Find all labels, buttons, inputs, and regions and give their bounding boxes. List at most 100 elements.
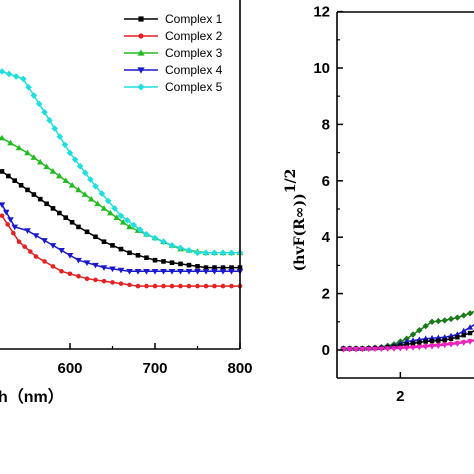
- left-series-5-point: [12, 73, 20, 80]
- left-series-3-point: [56, 172, 63, 179]
- left-series-2-point: [229, 283, 234, 289]
- legend-label: Complex 2: [165, 29, 223, 43]
- left-series-5-point: [177, 244, 184, 252]
- right-series-3-point: [448, 336, 454, 341]
- left-series-2-point: [195, 283, 200, 289]
- left-series-5-point: [136, 226, 144, 233]
- left-series-4-point: [143, 269, 150, 275]
- left-series-1-point: [161, 259, 166, 264]
- left-series-5-point: [228, 249, 235, 257]
- right-series-3-point: [461, 332, 466, 338]
- left-series-1-point: [101, 239, 107, 244]
- left-series-4-point: [185, 269, 193, 275]
- left-series-5-point: [143, 231, 150, 238]
- legend-marker: [137, 67, 145, 74]
- left-series-5-point: [0, 68, 6, 75]
- left-series-3-point: [15, 144, 23, 151]
- left-series-3-point: [49, 168, 57, 174]
- right-series-5-point: [403, 345, 410, 352]
- right-series-3-point: [398, 343, 403, 348]
- left-x-tick-label: 800: [227, 360, 252, 377]
- left-series-line-2: [0, 214, 240, 287]
- svg-text:(hvF(R∞))1/2: (hvF(R∞))1/2: [283, 169, 308, 272]
- right-series-3-point: [436, 338, 441, 343]
- left-series-2-point: [84, 276, 90, 282]
- left-series-1-point: [44, 201, 49, 207]
- left-series-3-point: [62, 177, 70, 183]
- right-series-5-point: [384, 346, 391, 352]
- left-series-2-point: [144, 283, 149, 289]
- right-series-1-point: [454, 314, 461, 321]
- right-series-5-point: [359, 346, 366, 353]
- left-series-5-point: [61, 141, 69, 149]
- left-series-3-point: [81, 191, 89, 197]
- left-series-5-point: [219, 249, 227, 257]
- right-series-5-point: [435, 343, 442, 349]
- left-series-5-point: [66, 149, 74, 157]
- left-series-5-point: [98, 190, 106, 197]
- left-series-4-point: [109, 266, 116, 273]
- left-series-1-point: [25, 187, 30, 193]
- right-series-1-point: [409, 331, 417, 338]
- left-series-3-point: [87, 195, 95, 202]
- left-series-1-point: [18, 182, 24, 188]
- left-series-2-point: [93, 277, 98, 283]
- right-series-1-point: [441, 317, 448, 324]
- left-series-1-point: [57, 210, 62, 216]
- left-x-ticks: 600 700 800: [57, 343, 253, 377]
- right-y-tick-label: 10: [313, 60, 330, 77]
- left-series-4-point: [58, 248, 65, 254]
- left-series-2-point: [220, 283, 226, 289]
- right-series-1-point: [416, 327, 423, 334]
- left-series-2-point: [22, 244, 27, 249]
- left-series-2-point: [186, 283, 192, 289]
- right-series-1-point: [460, 312, 467, 319]
- right-series-5-point: [340, 347, 347, 353]
- left-series-2-point: [5, 222, 10, 227]
- left-series-2-point: [135, 283, 141, 289]
- left-series-3-point: [119, 218, 127, 225]
- left-series-2-point: [161, 283, 166, 289]
- left-series-4-point: [66, 252, 74, 259]
- legend-marker: [138, 33, 144, 39]
- left-series-3-point: [100, 205, 108, 211]
- left-series-1-point: [84, 229, 90, 235]
- left-series-3-point: [75, 186, 82, 193]
- right-x-tick-label: 2: [396, 388, 404, 405]
- left-series-4-point: [49, 243, 57, 249]
- left-series-2-point: [59, 269, 64, 274]
- left-series-2-point: [152, 283, 158, 289]
- left-series-4-point: [117, 267, 125, 274]
- left-series-1-point: [93, 234, 98, 240]
- right-y-ticks: 0 2 4 6 8 10 12: [313, 4, 343, 359]
- left-series-4-point: [32, 233, 40, 239]
- right-series-5-point: [416, 344, 423, 351]
- left-series-2-point: [178, 283, 183, 289]
- left-series-2-point: [33, 254, 39, 259]
- right-series-5-point: [428, 344, 436, 350]
- left-series-4-point: [24, 228, 31, 234]
- left-series-2-point: [11, 230, 16, 236]
- left-series-2-point: [118, 281, 124, 286]
- right-y-tick-label: 6: [322, 173, 330, 190]
- right-series-5-point: [365, 346, 372, 353]
- left-series-4-point: [211, 269, 218, 275]
- left-series-5-point: [30, 92, 38, 99]
- left-series-5-point: [5, 70, 13, 78]
- left-series-3-point: [68, 181, 76, 188]
- left-series-4-point: [177, 269, 184, 275]
- left-series-4-point: [83, 260, 91, 266]
- left-series-1-point: [31, 192, 37, 197]
- left-series-2-point: [16, 239, 22, 244]
- left-series-4-point: [75, 257, 82, 264]
- left-series-3-point: [7, 139, 14, 146]
- left-x-tick-label: 700: [142, 360, 167, 377]
- left-series-1-point: [144, 255, 149, 261]
- left-series-4-point: [11, 224, 19, 231]
- left-series-line-5: [0, 70, 240, 254]
- right-series-5-point: [378, 346, 385, 353]
- left-series-markers: [0, 68, 244, 289]
- right-series-5-point: [441, 342, 448, 349]
